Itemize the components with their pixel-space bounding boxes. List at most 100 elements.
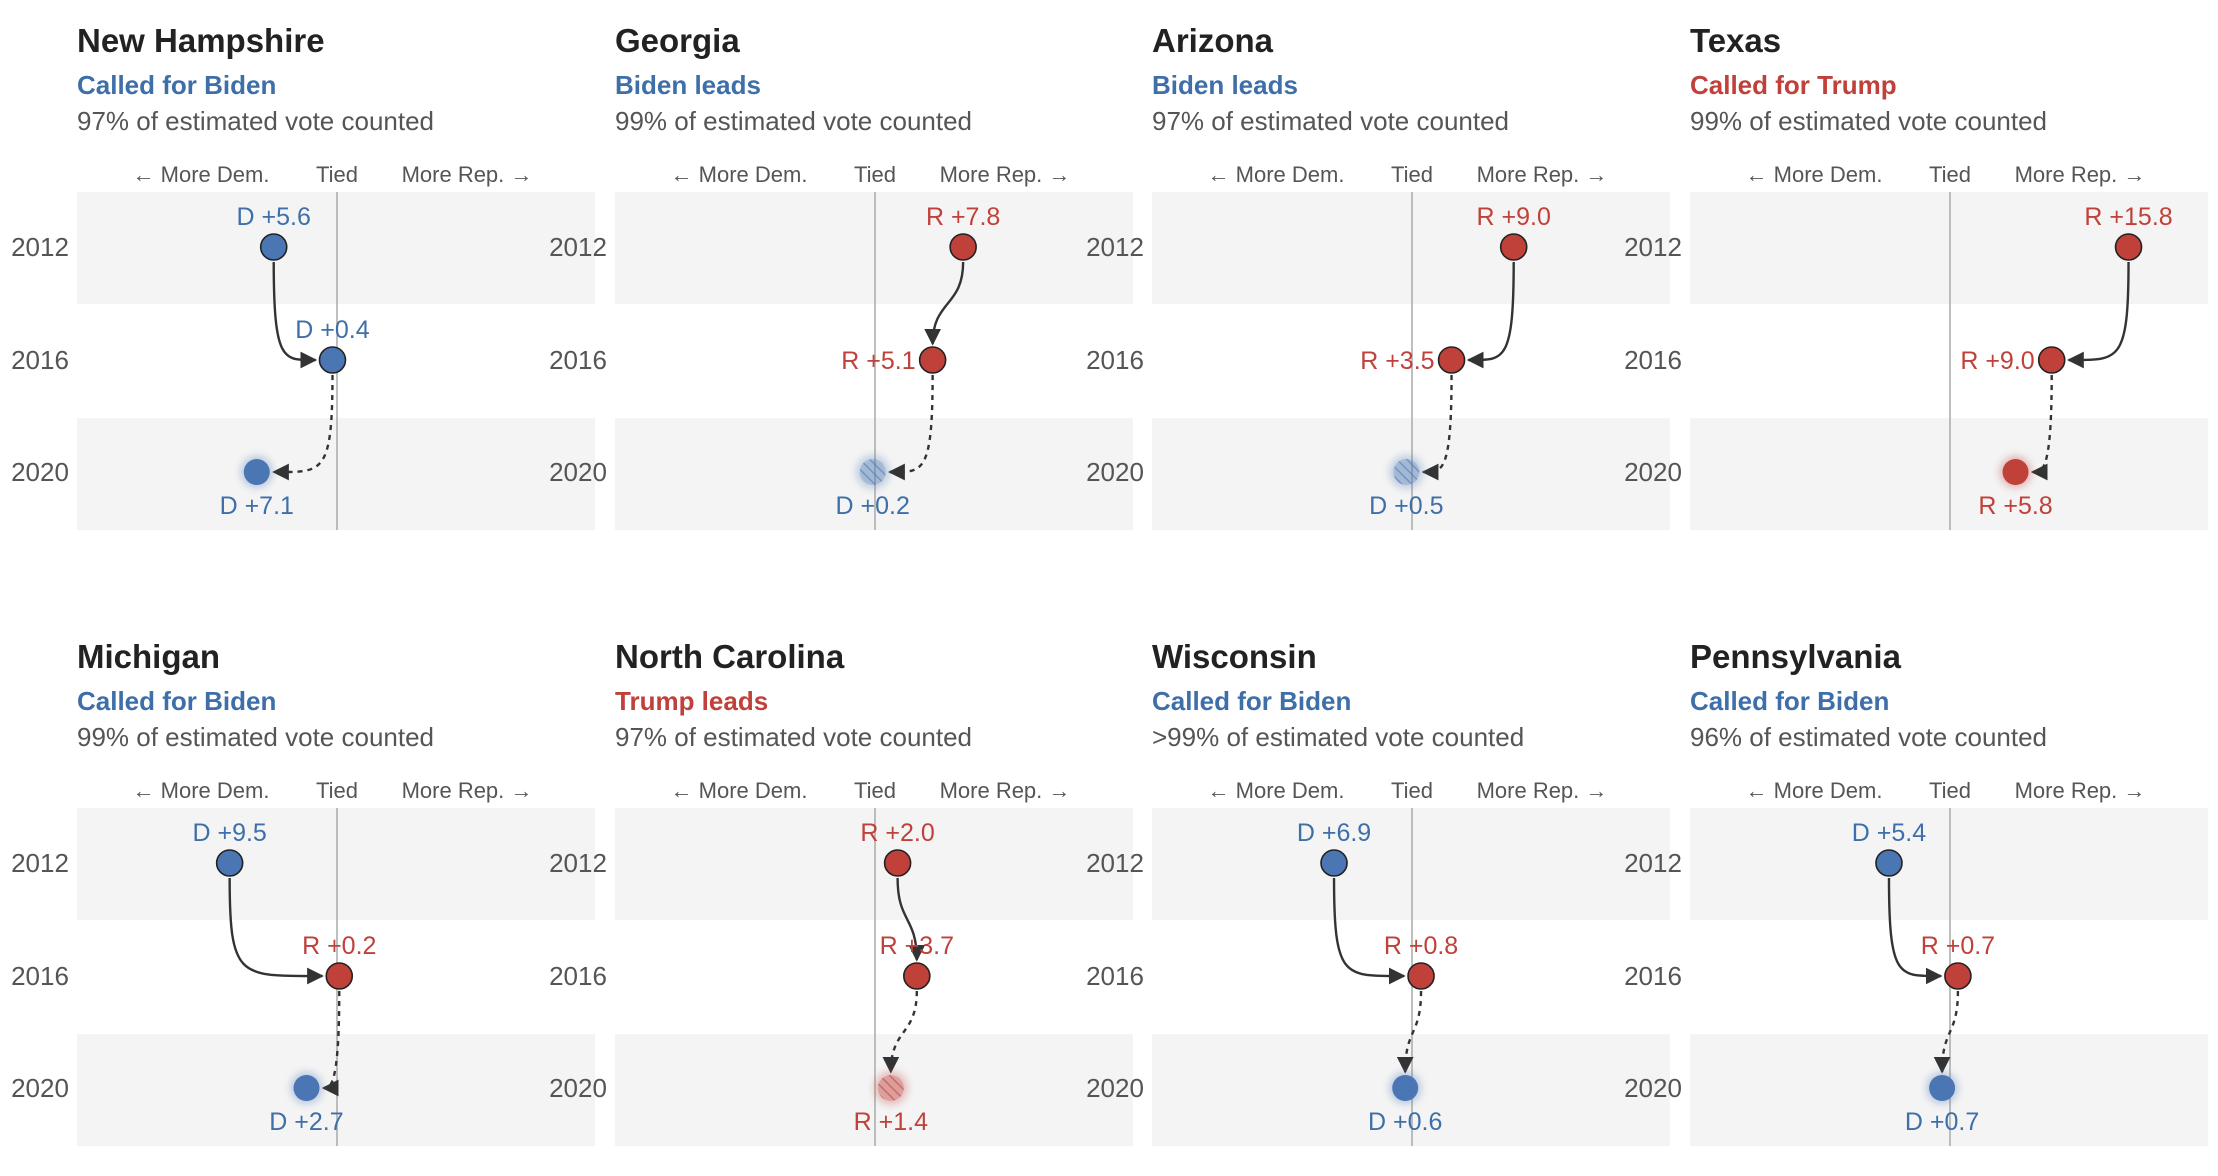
state-name: Arizona	[1152, 22, 1274, 59]
margin-label-2016: R +9.0	[1960, 347, 2034, 375]
dot-2012	[883, 849, 912, 877]
vote-counted-text: 99% of estimated vote counted	[615, 106, 973, 136]
dot-2016	[1944, 962, 1972, 990]
dot-2020	[1393, 459, 1420, 485]
dot-2012	[1320, 849, 1348, 877]
year-label: 2020	[1624, 1073, 1682, 1103]
row-band	[77, 418, 595, 530]
shift-arrow-2012-2016	[896, 877, 926, 962]
shift-arrow-2012-2016	[228, 877, 324, 985]
year-label: 2020	[1086, 457, 1144, 487]
axis-more-dem-label: ← More Dem.	[1208, 778, 1345, 803]
dot-2012	[949, 233, 977, 261]
dot-2012	[2114, 233, 2143, 261]
margin-label-2012: D +5.4	[1852, 819, 1926, 847]
margin-label-2020: D +0.7	[1905, 1108, 1979, 1136]
margin-label-2012: R +15.8	[2084, 203, 2172, 231]
axis-more-rep-label: More Rep. →	[940, 778, 1071, 803]
year-label: 2012	[1086, 232, 1144, 262]
margin-label-2016: R +0.7	[1921, 932, 1995, 960]
shift-chart: ← More Dem. Tied More Rep. → 2012 2016 2020 D …	[11, 162, 595, 530]
axis-more-rep-label: More Rep. →	[940, 162, 1071, 187]
race-status: Called for Biden	[77, 70, 277, 100]
state-shift-charts: New Hampshire Called for Biden 97% of esti…	[11, 0, 2208, 1146]
shift-chart: ← More Dem. Tied More Rep. → 2012 2016 2020 D …	[1086, 778, 1670, 1146]
vote-counted-text: 99% of estimated vote counted	[1690, 106, 2048, 136]
state-name: Texas	[1690, 22, 1782, 59]
shift-arrow-2016-2020	[882, 990, 919, 1074]
dot-2016	[1437, 346, 1466, 374]
row-band	[1152, 808, 1670, 920]
race-status: Called for Biden	[1690, 686, 1890, 716]
dot-2016	[903, 962, 931, 990]
vote-counted-text: 99% of estimated vote counted	[77, 722, 435, 752]
margin-label-2020: D +7.1	[220, 492, 294, 520]
year-label: 2016	[549, 961, 607, 991]
dot-2020	[859, 459, 886, 485]
margin-label-2012: R +9.0	[1477, 203, 1551, 231]
race-status: Biden leads	[1152, 70, 1298, 100]
axis-more-rep-label: More Rep. →	[402, 778, 533, 803]
year-label: 2020	[549, 457, 607, 487]
dot-2016	[2037, 346, 2066, 374]
dot-2016	[325, 962, 354, 990]
axis-more-dem-label: ← More Dem.	[671, 778, 808, 803]
dot-2012	[1499, 233, 1528, 261]
margin-label-2020: R +1.4	[854, 1108, 928, 1136]
state-panel-wisconsin: Wisconsin Called for Biden >99% of estimat…	[1075, 616, 1670, 1176]
shift-arrow-2016-2020	[2030, 374, 2053, 481]
year-label: 2012	[11, 848, 69, 878]
axis-more-rep-label: More Rep. →	[1477, 162, 1608, 187]
axis-more-rep-label: More Rep. →	[402, 162, 533, 187]
margin-label-2012: R +7.8	[926, 203, 1000, 231]
axis-tied-label: Tied	[854, 162, 896, 187]
shift-arrow-2012-2016	[1332, 877, 1406, 985]
shift-arrow-2016-2020	[272, 374, 334, 481]
row-band	[77, 192, 595, 304]
shift-chart: ← More Dem. Tied More Rep. → 2012 2016 2020 R …	[549, 162, 1133, 530]
state-panel-arizona: Arizona Biden leads 97% of estimated vote …	[1075, 0, 1670, 560]
vote-counted-text: 97% of estimated vote counted	[1152, 106, 1510, 136]
year-label: 2016	[549, 345, 607, 375]
margin-label-2020: R +5.8	[1978, 492, 2052, 520]
axis-tied-label: Tied	[1391, 778, 1433, 803]
row-band	[615, 192, 1133, 304]
shift-chart: ← More Dem. Tied More Rep. → 2012 2016 2020 R …	[549, 778, 1133, 1146]
shift-arrow-2016-2020	[321, 990, 341, 1097]
dot-2020	[1392, 1075, 1419, 1101]
margin-label-2012: D +9.5	[192, 819, 266, 847]
shift-arrow-2016-2020	[888, 374, 934, 481]
shift-arrow-2012-2016	[1466, 261, 1515, 369]
axis-tied-label: Tied	[1391, 162, 1433, 187]
margin-label-2020: D +0.5	[1369, 492, 1443, 520]
dot-2020	[1929, 1075, 1956, 1101]
shift-arrow-2012-2016	[924, 261, 965, 346]
dot-2016	[318, 346, 347, 374]
shift-arrow-2012-2016	[272, 261, 318, 369]
year-label: 2016	[1086, 961, 1144, 991]
row-band	[1690, 808, 2208, 920]
state-panel-north-carolina: North Carolina Trump leads 97% of estimate…	[538, 616, 1133, 1176]
state-panel-georgia: Georgia Biden leads 99% of estimated vote …	[538, 0, 1133, 560]
shift-chart: ← More Dem. Tied More Rep. → 2012 2016 2020 D …	[1624, 778, 2208, 1146]
year-label: 2020	[1086, 1073, 1144, 1103]
race-status: Called for Trump	[1690, 70, 1897, 100]
axis-tied-label: Tied	[1929, 778, 1971, 803]
vote-counted-text: 97% of estimated vote counted	[615, 722, 973, 752]
year-label: 2012	[11, 232, 69, 262]
shift-arrow-2012-2016	[1887, 877, 1943, 985]
vote-counted-text: 97% of estimated vote counted	[77, 106, 435, 136]
margin-label-2016: D +0.4	[295, 316, 369, 344]
axis-more-dem-label: ← More Dem.	[133, 778, 270, 803]
state-name: New Hampshire	[77, 22, 325, 59]
state-name: Wisconsin	[1152, 638, 1317, 675]
state-name: Michigan	[77, 638, 221, 675]
axis-tied-label: Tied	[316, 162, 358, 187]
year-label: 2012	[549, 232, 607, 262]
state-name: North Carolina	[615, 638, 845, 675]
vote-counted-text: 96% of estimated vote counted	[1690, 722, 2048, 752]
shift-arrow-2012-2016	[2067, 261, 2130, 369]
year-label: 2016	[11, 961, 69, 991]
dot-2020	[243, 459, 270, 485]
shift-chart: ← More Dem. Tied More Rep. → 2012 2016 2020 R …	[1624, 162, 2208, 530]
